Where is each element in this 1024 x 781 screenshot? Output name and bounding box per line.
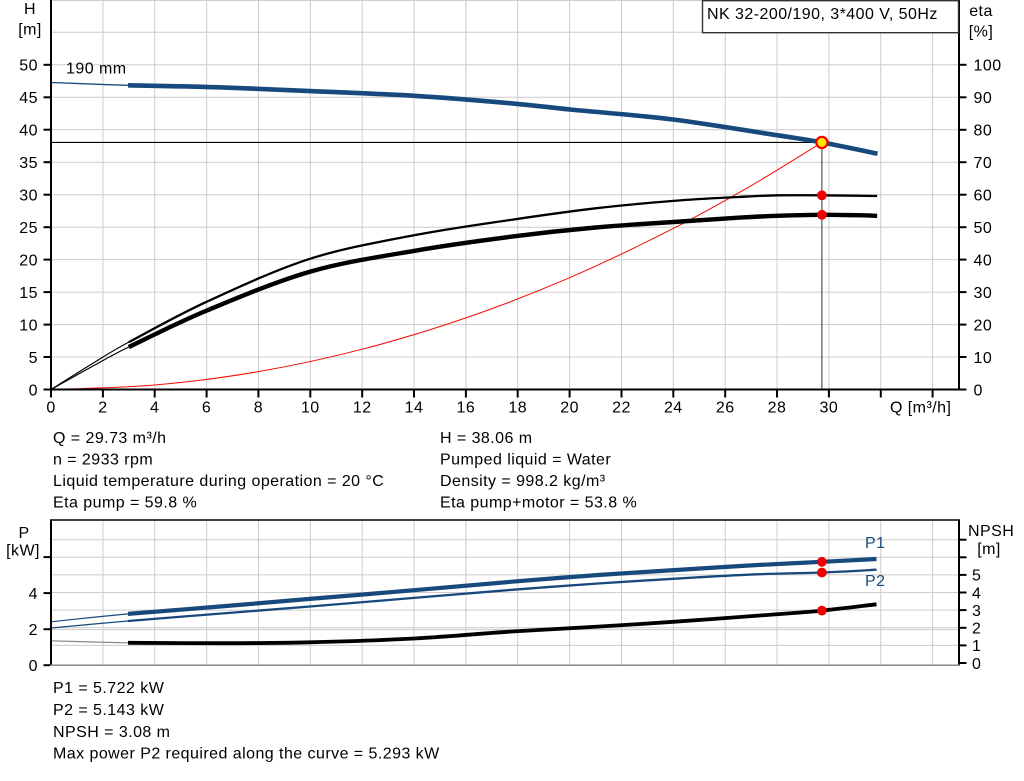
svg-text:Q = 29.73 m³/h: Q = 29.73 m³/h <box>53 430 166 447</box>
svg-text:80: 80 <box>974 123 993 140</box>
svg-text:4: 4 <box>150 400 159 417</box>
svg-text:0: 0 <box>46 400 55 417</box>
svg-text:Max power P2 required along th: Max power P2 required along the curve = … <box>53 746 440 763</box>
svg-text:H = 38.06 m: H = 38.06 m <box>440 430 533 447</box>
svg-text:12: 12 <box>353 400 372 417</box>
svg-text:0: 0 <box>29 382 38 399</box>
svg-text:P1: P1 <box>865 535 885 552</box>
svg-text:8: 8 <box>254 400 263 417</box>
svg-text:25: 25 <box>19 220 38 237</box>
svg-text:P2: P2 <box>865 573 885 590</box>
svg-text:30: 30 <box>19 188 38 205</box>
svg-text:n = 2933 rpm: n = 2933 rpm <box>53 452 153 469</box>
svg-text:6: 6 <box>202 400 211 417</box>
svg-text:10: 10 <box>19 317 38 334</box>
svg-text:[kW]: [kW] <box>6 543 40 560</box>
svg-text:2: 2 <box>29 622 38 639</box>
svg-text:P1 = 5.722 kW: P1 = 5.722 kW <box>53 680 165 697</box>
svg-text:Pumped liquid = Water: Pumped liquid = Water <box>440 452 611 469</box>
svg-text:20: 20 <box>974 317 993 334</box>
svg-text:Q [m³/h]: Q [m³/h] <box>890 400 951 417</box>
svg-text:30: 30 <box>974 285 993 302</box>
svg-text:35: 35 <box>19 155 38 172</box>
svg-text:15: 15 <box>19 285 38 302</box>
svg-text:30: 30 <box>820 400 839 417</box>
svg-text:40: 40 <box>974 252 993 269</box>
svg-text:190 mm: 190 mm <box>66 61 127 78</box>
svg-text:50: 50 <box>974 220 993 237</box>
svg-text:NK 32-200/190, 3*400 V, 50Hz: NK 32-200/190, 3*400 V, 50Hz <box>707 6 938 23</box>
svg-text:45: 45 <box>19 90 38 107</box>
svg-text:Eta pump+motor = 53.8 %: Eta pump+motor = 53.8 % <box>440 495 637 512</box>
svg-text:16: 16 <box>457 400 476 417</box>
svg-text:4: 4 <box>972 585 981 602</box>
svg-text:[m]: [m] <box>977 541 1001 558</box>
svg-text:Liquid temperature during oper: Liquid temperature during operation = 20… <box>53 473 384 490</box>
svg-text:5: 5 <box>29 350 38 367</box>
svg-text:100: 100 <box>974 58 1002 75</box>
svg-text:H: H <box>24 1 36 18</box>
svg-text:24: 24 <box>664 400 683 417</box>
svg-text:4: 4 <box>29 586 38 603</box>
svg-text:2: 2 <box>972 621 981 638</box>
svg-text:20: 20 <box>19 252 38 269</box>
svg-text:26: 26 <box>716 400 735 417</box>
svg-text:5: 5 <box>972 568 981 585</box>
svg-text:0: 0 <box>29 658 38 675</box>
svg-text:20: 20 <box>560 400 579 417</box>
svg-text:NPSH: NPSH <box>968 523 1014 540</box>
svg-text:90: 90 <box>974 90 993 107</box>
svg-text:NPSH = 3.08 m: NPSH = 3.08 m <box>53 724 170 741</box>
svg-text:50: 50 <box>19 58 38 75</box>
svg-text:0: 0 <box>974 382 983 399</box>
svg-text:60: 60 <box>974 188 993 205</box>
svg-text:[m]: [m] <box>18 22 42 39</box>
svg-text:eta: eta <box>969 3 993 20</box>
svg-text:10: 10 <box>301 400 320 417</box>
svg-text:40: 40 <box>19 123 38 140</box>
svg-text:18: 18 <box>508 400 527 417</box>
svg-text:70: 70 <box>974 155 993 172</box>
svg-text:Eta pump = 59.8 %: Eta pump = 59.8 % <box>53 495 197 512</box>
svg-text:P: P <box>18 525 29 542</box>
svg-text:1: 1 <box>972 638 981 655</box>
svg-text:22: 22 <box>612 400 631 417</box>
svg-text:2: 2 <box>98 400 107 417</box>
svg-text:[%]: [%] <box>969 23 993 40</box>
svg-text:3: 3 <box>972 603 981 620</box>
svg-text:P2 = 5.143 kW: P2 = 5.143 kW <box>53 702 165 719</box>
svg-text:14: 14 <box>405 400 424 417</box>
svg-text:Density = 998.2 kg/m³: Density = 998.2 kg/m³ <box>440 473 606 490</box>
svg-text:28: 28 <box>768 400 787 417</box>
svg-text:0: 0 <box>972 656 981 673</box>
svg-text:10: 10 <box>974 350 993 367</box>
